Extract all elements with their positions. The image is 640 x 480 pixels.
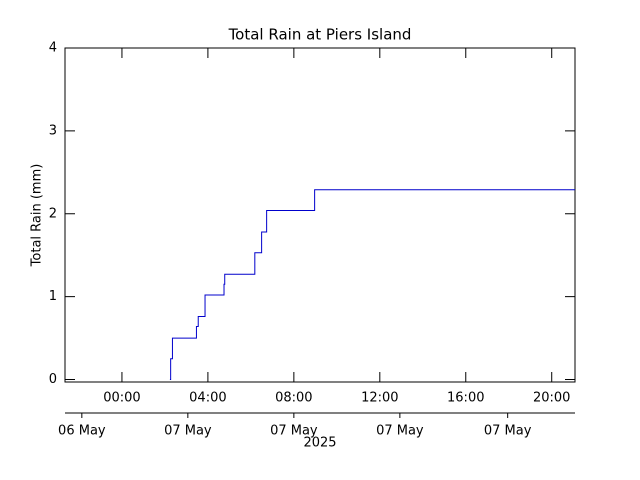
x-tick-label: 04:00: [189, 391, 226, 406]
y-tick-label: 4: [49, 41, 57, 56]
date-tick-label: 07 May: [270, 424, 318, 439]
x-tick-label: 00:00: [103, 391, 140, 406]
x-tick-label: 20:00: [533, 391, 570, 406]
y-tick-label: 1: [49, 289, 57, 304]
year-label: 2025: [303, 436, 336, 451]
y-axis-label: Total Rain (mm): [30, 164, 45, 268]
y-tick-label: 3: [49, 123, 57, 138]
chart-title: Total Rain at Piers Island: [228, 26, 412, 44]
date-tick-label: 07 May: [164, 424, 212, 439]
y-tick-label: 2: [49, 206, 57, 221]
x-tick-label: 16:00: [447, 391, 484, 406]
plot-frame: [64, 47, 576, 383]
date-tick-label: 06 May: [58, 424, 106, 439]
rain-line: [169, 189, 575, 381]
x-tick-label: 08:00: [275, 391, 312, 406]
date-tick-label: 07 May: [376, 424, 424, 439]
x-tick-label: 12:00: [361, 391, 398, 406]
y-tick-label: 0: [49, 372, 57, 387]
date-tick-label: 07 May: [484, 424, 532, 439]
